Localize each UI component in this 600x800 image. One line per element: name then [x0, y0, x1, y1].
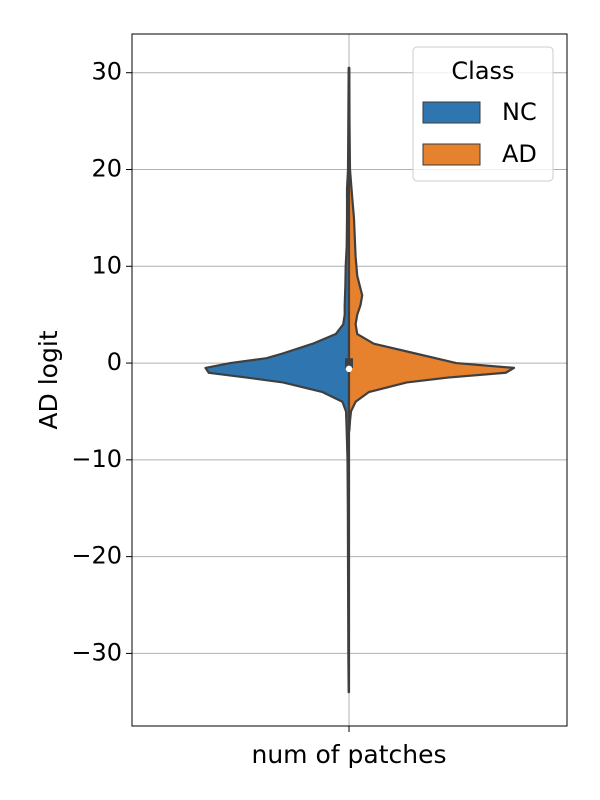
y-tick-label: −30 [71, 638, 122, 666]
violin-nc [204, 66, 351, 694]
inner-box [345, 358, 353, 373]
legend-label-ad: AD [502, 140, 537, 168]
y-tick-label: 20 [91, 154, 122, 182]
legend: Class NC AD [412, 46, 554, 182]
interquartile-box [345, 358, 353, 368]
y-axis-ticks: 30 20 10 0 −10 −20 −30 [71, 58, 132, 666]
y-tick-label: 10 [91, 251, 122, 279]
y-tick-label: 0 [107, 348, 122, 376]
x-tick-label: num of patches [251, 740, 446, 769]
violin-plot [204, 66, 516, 694]
violin-ad [347, 66, 516, 432]
legend-label-nc: NC [502, 98, 537, 126]
x-axis-ticks: num of patches [251, 726, 447, 769]
legend-swatch-nc [422, 101, 481, 124]
y-tick-label: −10 [71, 445, 122, 473]
legend-swatch-ad [422, 143, 481, 166]
y-tick-label: −20 [71, 542, 122, 570]
y-tick-label: 30 [91, 58, 122, 86]
legend-title: Class [451, 57, 514, 85]
median-marker [345, 365, 353, 373]
y-axis-label: AD logit [34, 330, 63, 429]
